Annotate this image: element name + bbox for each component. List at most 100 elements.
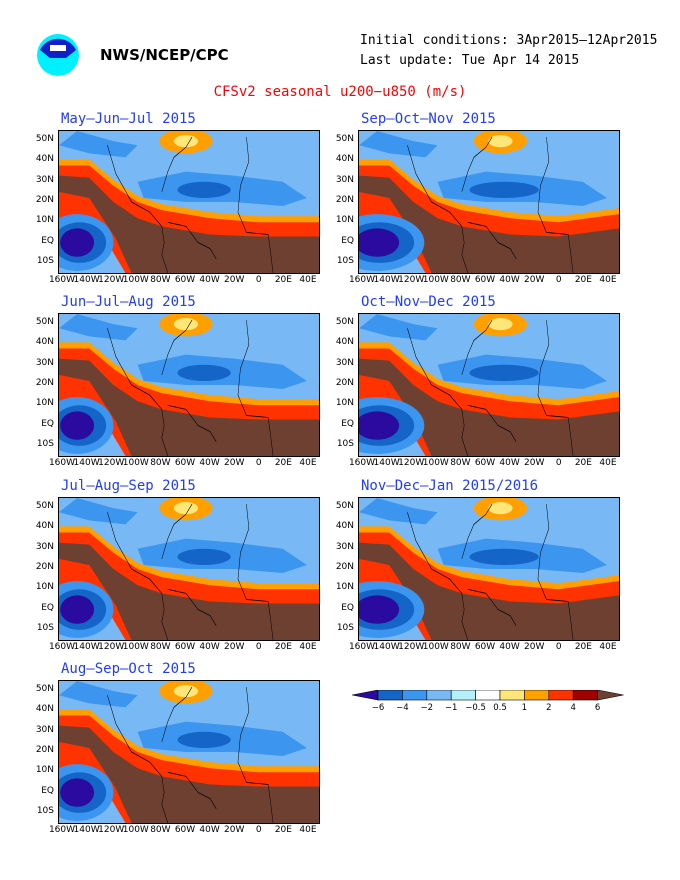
x-tick-label: 40E (599, 642, 617, 652)
x-tick-label: 60W (174, 642, 196, 652)
map-panel (358, 130, 620, 274)
x-tick-label: 40W (199, 458, 220, 468)
u200-u850-field (59, 681, 319, 823)
colorbar-label: 2 (546, 703, 552, 713)
x-tick-label: 20E (574, 458, 592, 468)
y-tick-label: 10S (36, 622, 54, 633)
x-tick-label: 80W (150, 458, 171, 468)
x-tick-label: 80W (450, 458, 471, 468)
x-tick-label: 40E (299, 825, 317, 835)
x-tick-label: 20E (274, 275, 292, 285)
panel-title: Nov‒Dec‒Jan 2015/2016 (361, 478, 539, 494)
x-tick-label: 120W (98, 642, 125, 652)
colorbar-swatch (548, 690, 574, 701)
y-tick-label: 40N (335, 154, 354, 165)
x-tick-label: 160W (348, 275, 376, 285)
x-tick-label: 140W (73, 642, 100, 652)
y-tick-label: 30N (35, 541, 54, 552)
x-tick-label: 0 (255, 458, 262, 468)
x-tick-label: 140W (73, 275, 100, 285)
x-tick-label: 40E (299, 275, 317, 285)
x-tick-label: 80W (450, 642, 471, 652)
map-panel (358, 497, 620, 641)
x-tick-label: 20W (224, 275, 245, 285)
u200-u850-field (359, 498, 619, 640)
u200-u850-field (359, 131, 619, 273)
y-tick-label: EQ (341, 418, 354, 429)
x-tick-label: 140W (373, 642, 400, 652)
y-tick-label: 10S (336, 255, 354, 266)
x-tick-label: 100W (122, 825, 149, 835)
colorbar-label: 6 (594, 703, 601, 713)
colorbar-low-end (352, 690, 379, 701)
x-tick-label: 40W (499, 275, 520, 285)
colorbar-swatch (572, 690, 598, 701)
x-tick-label: 100W (422, 275, 449, 285)
map-panel (358, 313, 620, 457)
y-tick-label: 20N (35, 377, 54, 388)
x-tick-label: 40W (199, 825, 220, 835)
y-tick-label: 50N (35, 317, 54, 327)
x-tick-label: 60W (174, 825, 196, 835)
x-tick-label: 100W (422, 458, 449, 468)
x-tick-label: 140W (73, 458, 100, 468)
x-tick-label: 40E (599, 458, 617, 468)
x-tick-label: 100W (122, 458, 149, 468)
x-tick-label: 20W (224, 458, 245, 468)
x-tick-label: 0 (555, 275, 562, 285)
y-tick-label: 50N (335, 317, 354, 327)
colorbar-swatch (524, 690, 550, 701)
x-tick-label: 20W (224, 642, 245, 652)
x-tick-label: 60W (474, 275, 496, 285)
y-tick-label: 20N (35, 194, 54, 205)
u200-u850-field (59, 131, 319, 273)
x-tick-label: 40E (299, 458, 317, 468)
x-tick-label: 160W (48, 642, 76, 652)
x-tick-label: 120W (398, 642, 425, 652)
y-tick-label: 10N (35, 582, 54, 593)
y-tick-label: 30N (35, 357, 54, 368)
x-tick-label: 20W (224, 825, 245, 835)
x-tick-label: 100W (122, 275, 149, 285)
x-tick-label: 0 (255, 275, 262, 285)
colorbar-swatch (377, 690, 403, 701)
y-tick-label: 30N (35, 724, 54, 735)
x-tick-label: 40E (299, 642, 317, 652)
x-tick-label: 20E (574, 275, 592, 285)
x-tick-label: 120W (98, 825, 125, 835)
y-tick-label: 20N (335, 561, 354, 572)
u200-u850-field (59, 498, 319, 640)
y-tick-label: EQ (341, 235, 354, 246)
y-tick-label: 10S (36, 255, 54, 266)
x-tick-label: 140W (373, 458, 400, 468)
y-tick-label: 10S (336, 438, 354, 449)
panel-title: May‒Jun‒Jul 2015 (61, 111, 196, 127)
x-tick-label: 120W (398, 275, 425, 285)
colorbar-swatch (450, 690, 476, 701)
y-tick-label: 20N (335, 377, 354, 388)
x-tick-label: 60W (474, 642, 496, 652)
y-tick-label: 20N (35, 744, 54, 755)
colorbar (352, 690, 624, 701)
x-tick-label: 20E (274, 825, 292, 835)
y-tick-label: 40N (35, 521, 54, 532)
x-tick-label: 0 (255, 825, 262, 835)
map-panel (58, 313, 320, 457)
figure-title: CFSv2 seasonal u200−u850 (m/s) (213, 84, 467, 100)
colorbar-label: 0.5 (493, 703, 507, 713)
y-tick-label: 40N (35, 337, 54, 348)
map-panel (58, 680, 320, 824)
y-tick-label: 50N (35, 684, 54, 694)
y-tick-label: 40N (335, 521, 354, 532)
x-tick-label: 160W (348, 642, 376, 652)
x-tick-label: 80W (450, 275, 471, 285)
x-tick-label: 40W (499, 458, 520, 468)
colorbar-label: −2 (420, 703, 434, 713)
colorbar-label: 1 (521, 703, 528, 713)
y-tick-label: EQ (41, 418, 54, 429)
x-tick-label: 20E (274, 458, 292, 468)
y-tick-label: 10N (35, 215, 54, 226)
y-tick-label: EQ (41, 785, 54, 796)
map-panel (58, 497, 320, 641)
panel-title: Jul‒Aug‒Sep 2015 (61, 478, 196, 494)
